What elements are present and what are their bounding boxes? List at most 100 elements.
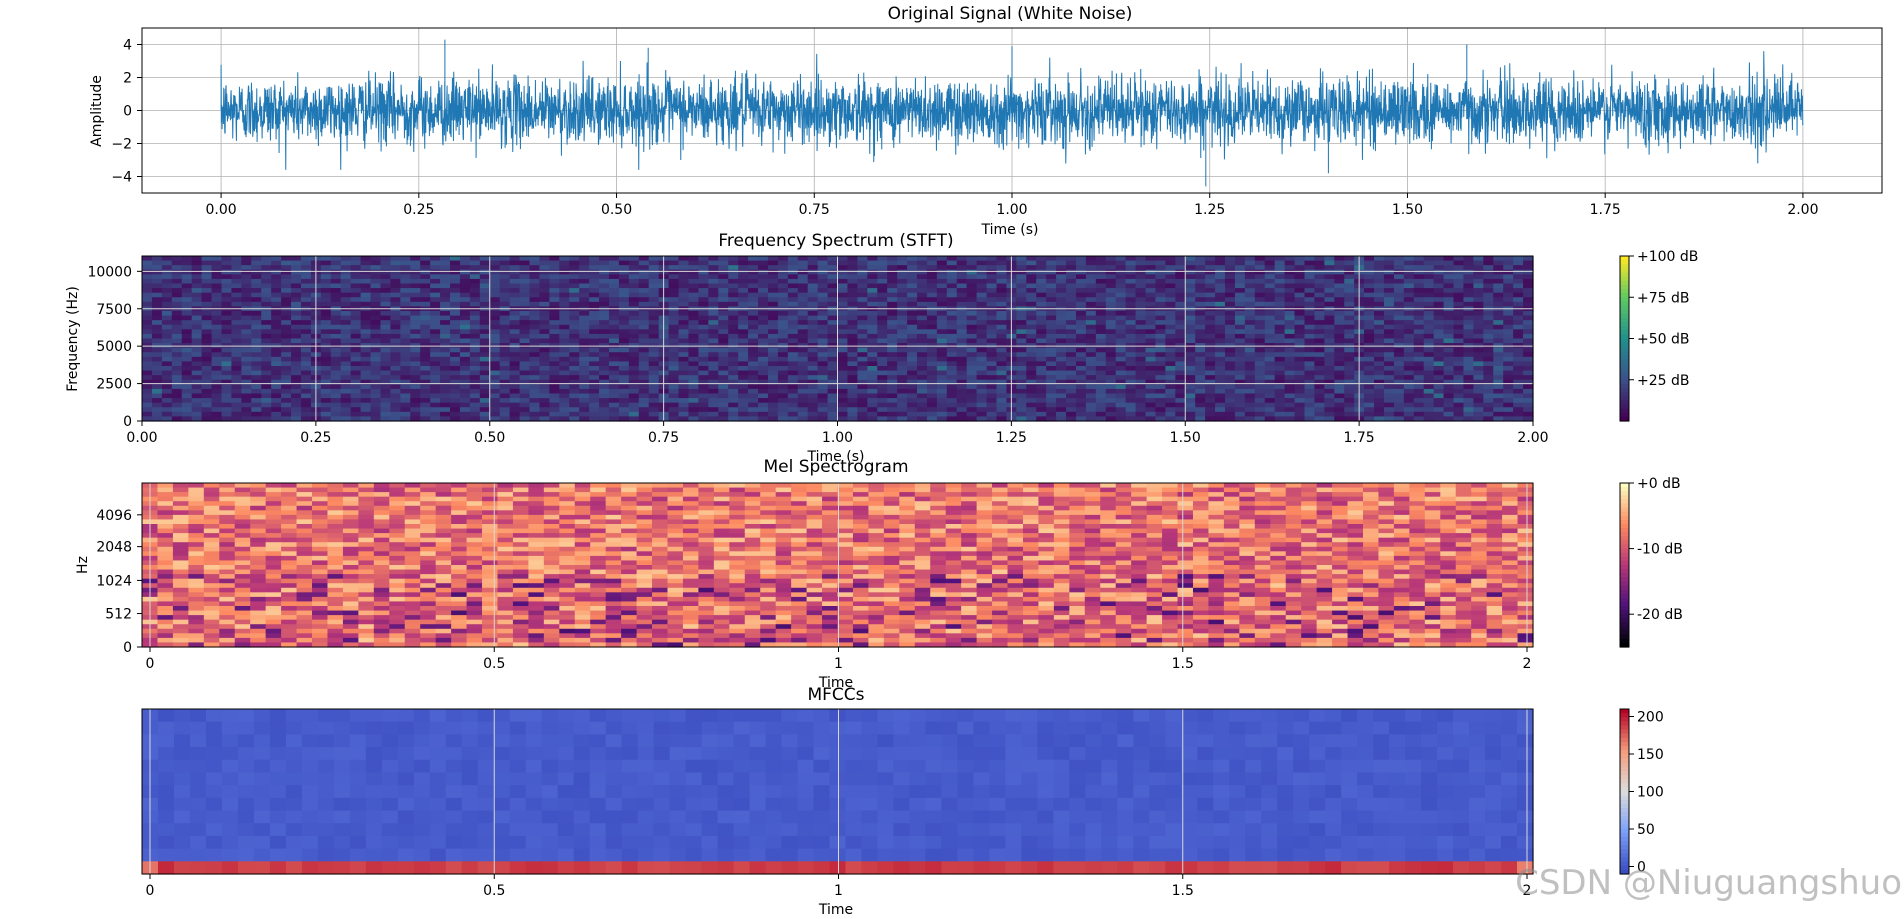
stft-cell bbox=[1423, 278, 1435, 285]
stft-cell bbox=[430, 361, 441, 367]
stft-cell bbox=[291, 260, 302, 266]
stft-cell bbox=[1026, 315, 1037, 321]
stft-cell bbox=[1026, 347, 1037, 353]
stft-cell bbox=[996, 278, 1008, 285]
stft-cell bbox=[1056, 292, 1067, 298]
stft-cell bbox=[817, 402, 829, 408]
stft-cell bbox=[837, 256, 849, 262]
stft-cell bbox=[211, 274, 223, 280]
stft-cell bbox=[1145, 274, 1157, 280]
stft-cell bbox=[450, 260, 461, 266]
stft-cell bbox=[1403, 384, 1415, 390]
stft-cell bbox=[1026, 352, 1037, 358]
stft-cell bbox=[916, 411, 928, 418]
stft-cell bbox=[1374, 361, 1385, 367]
stft-cell bbox=[877, 356, 888, 363]
stft-cell bbox=[271, 379, 282, 385]
stft-cell bbox=[499, 411, 511, 418]
stft-cell bbox=[291, 361, 302, 367]
stft-cell bbox=[589, 407, 600, 413]
stft-cell bbox=[1393, 311, 1405, 317]
stft-cell bbox=[1483, 398, 1494, 404]
stft-cell bbox=[1066, 265, 1077, 271]
stft-cell bbox=[469, 256, 481, 262]
stft-cell bbox=[1284, 288, 1296, 294]
stft-cell bbox=[1523, 393, 1534, 399]
stft-cell bbox=[648, 393, 660, 399]
stft-cell bbox=[966, 320, 978, 326]
stft-cell bbox=[559, 379, 570, 385]
stft-cell bbox=[1473, 338, 1484, 344]
stft-cell bbox=[261, 265, 272, 271]
stft-cell bbox=[767, 347, 779, 353]
stft-cell bbox=[1224, 370, 1236, 376]
stft-cell bbox=[748, 370, 759, 376]
stft-cell bbox=[1463, 402, 1474, 408]
stft-cell bbox=[1413, 361, 1425, 367]
stft-cell bbox=[1075, 352, 1087, 358]
stft-cell bbox=[817, 347, 829, 353]
stft-cell bbox=[1473, 260, 1484, 266]
stft-cell bbox=[380, 352, 391, 358]
stft-cell bbox=[1224, 283, 1236, 289]
stft-cell bbox=[589, 388, 600, 395]
stft-cell bbox=[618, 278, 630, 285]
stft-cell bbox=[1175, 269, 1186, 275]
stft-cell bbox=[529, 315, 541, 321]
stft-cell bbox=[638, 333, 650, 340]
stft-cell bbox=[1145, 269, 1157, 275]
stft-cell bbox=[708, 301, 719, 308]
stft-cell bbox=[1344, 288, 1355, 294]
stft-cell bbox=[221, 366, 233, 372]
stft-cell bbox=[599, 311, 610, 317]
stft-cell bbox=[1264, 361, 1276, 367]
stft-cell bbox=[1413, 274, 1425, 280]
stft-cell bbox=[728, 384, 739, 390]
stft-cell bbox=[241, 320, 252, 326]
stft-cell bbox=[459, 329, 471, 335]
stft-cell bbox=[837, 260, 849, 266]
stft-cell bbox=[1105, 265, 1117, 271]
stft-cell bbox=[400, 329, 411, 335]
stft-cell bbox=[1393, 320, 1405, 326]
stft-cell bbox=[410, 393, 421, 399]
stft-cell bbox=[1334, 297, 1345, 303]
stft-cell bbox=[1344, 370, 1355, 376]
stft-cell bbox=[191, 329, 203, 335]
stft-cell bbox=[489, 361, 501, 367]
stft-cell bbox=[668, 297, 680, 303]
waveform-y-ticks: 420−2−4 bbox=[111, 38, 142, 186]
stft-cell bbox=[400, 320, 411, 326]
stft-cell bbox=[599, 347, 610, 353]
stft-cell bbox=[1195, 338, 1206, 344]
stft-cell bbox=[469, 343, 481, 349]
stft-cell bbox=[320, 265, 332, 271]
stft-cell bbox=[1234, 398, 1246, 404]
stft-cell bbox=[628, 333, 640, 340]
stft-cell bbox=[469, 402, 481, 408]
stft-cell bbox=[370, 315, 382, 321]
stft-cell bbox=[817, 411, 829, 418]
stft-cell bbox=[668, 384, 680, 390]
stft-cell bbox=[1185, 288, 1196, 294]
stft-cell bbox=[420, 311, 431, 317]
stft-cell bbox=[1135, 274, 1147, 280]
stft-cell bbox=[479, 283, 491, 289]
stft-cell bbox=[936, 288, 948, 294]
stft-cell bbox=[1195, 379, 1206, 385]
stft-cell bbox=[1463, 297, 1474, 303]
stft-cell bbox=[1195, 301, 1206, 308]
stft-cell bbox=[787, 384, 799, 390]
stft-cell bbox=[1463, 411, 1474, 418]
stft-cell bbox=[1284, 269, 1296, 275]
stft-cell bbox=[1413, 347, 1425, 353]
stft-cell bbox=[1403, 347, 1415, 353]
stft-cell bbox=[1314, 333, 1325, 340]
stft-cell bbox=[877, 274, 888, 280]
stft-cell bbox=[837, 315, 849, 321]
stft-cell bbox=[857, 288, 868, 294]
stft-cell bbox=[986, 311, 998, 317]
stft-cell bbox=[469, 338, 481, 344]
stft-cell bbox=[1433, 269, 1445, 275]
stft-cell bbox=[1185, 283, 1196, 289]
